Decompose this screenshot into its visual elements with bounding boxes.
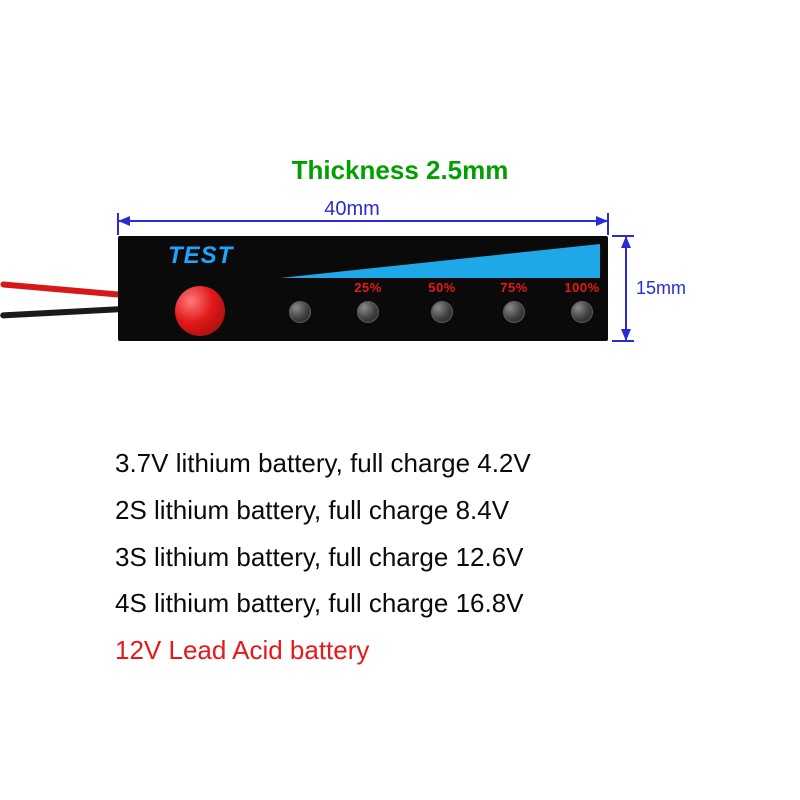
svg-text:40mm: 40mm: [324, 198, 380, 220]
thickness-label: Thickness 2.5mm: [0, 155, 800, 186]
led-2: [357, 301, 379, 323]
product-infographic: Thickness 2.5mm 40mm TEST 25%50%75%100% …: [0, 0, 800, 800]
wire-black: [0, 306, 124, 318]
spec-line-2: 2S lithium battery, full charge 8.4V: [115, 487, 531, 534]
spec-line-5: 12V Lead Acid battery: [115, 627, 531, 674]
spec-line-4: 4S lithium battery, full charge 16.8V: [115, 580, 531, 627]
led-5: [571, 301, 593, 323]
pct-label-50: 50%: [422, 280, 462, 295]
spec-line-3: 3S lithium battery, full charge 12.6V: [115, 534, 531, 581]
spec-line-1: 3.7V lithium battery, full charge 4.2V: [115, 440, 531, 487]
led-1: [289, 301, 311, 323]
wire-red: [0, 281, 124, 298]
test-label: TEST: [168, 242, 233, 270]
spec-list: 3.7V lithium battery, full charge 4.2V2S…: [115, 440, 531, 674]
pct-label-25: 25%: [348, 280, 388, 295]
pct-label-75: 75%: [494, 280, 534, 295]
pcb-module: TEST 25% 50% 75% 100%: [118, 236, 608, 341]
led-3: [431, 301, 453, 323]
test-button[interactable]: [175, 286, 225, 336]
led-4: [503, 301, 525, 323]
svg-text:15mm: 15mm: [636, 278, 686, 298]
level-wedge-icon: [280, 244, 600, 278]
pct-label-100: 100%: [562, 280, 602, 295]
